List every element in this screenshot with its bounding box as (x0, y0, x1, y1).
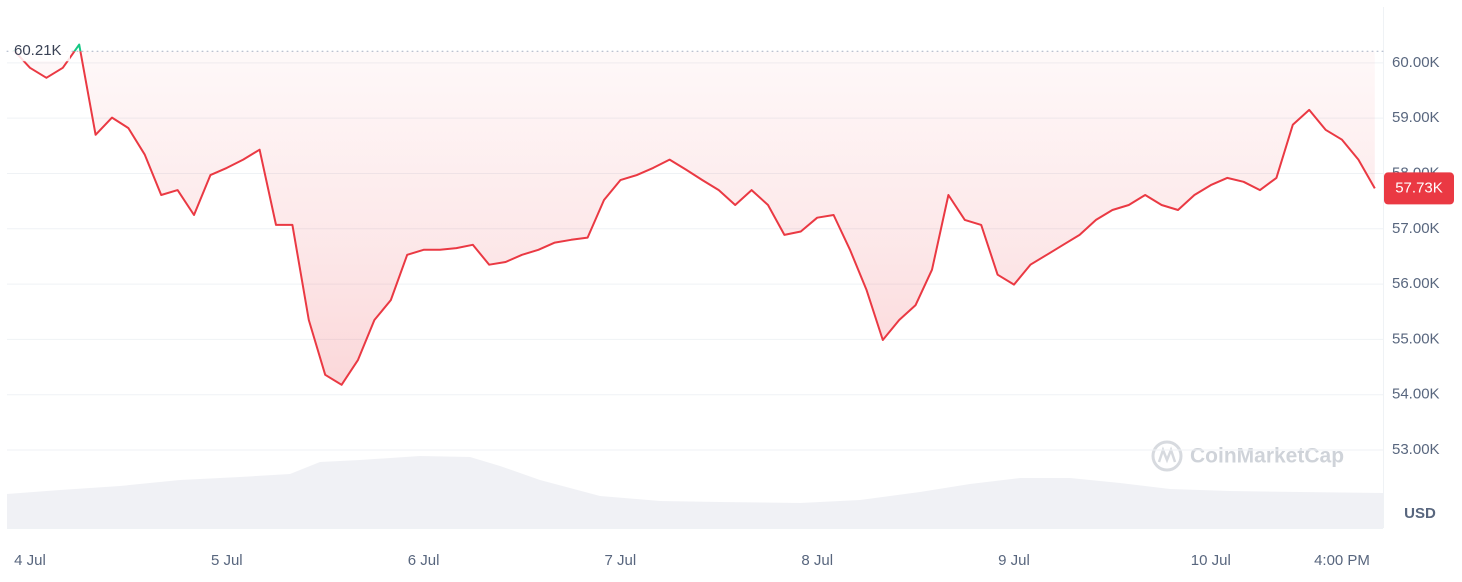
y-tick-label: 54.00K (1392, 386, 1440, 403)
watermark: CoinMarketCap (1151, 440, 1344, 472)
price-line-down (13, 51, 1376, 386)
x-tick-label: 9 Jul (998, 552, 1030, 569)
watermark-logo-m (1157, 446, 1177, 464)
area-fill (13, 51, 1375, 385)
x-tick-label: 8 Jul (801, 552, 833, 569)
y-tick-label: 57.00K (1392, 220, 1440, 237)
y-tick-label: 60.00K (1392, 54, 1440, 71)
watermark-text: CoinMarketCap (1190, 445, 1344, 468)
x-tick-label: 4:00 PM (1314, 552, 1370, 569)
last-value-label: 57.73K (1395, 179, 1443, 196)
watermark-logo (1151, 440, 1183, 472)
last-value-box (1384, 172, 1454, 205)
baseline-label-bg (10, 41, 70, 62)
y-tick-label: 59.00K (1392, 109, 1440, 126)
y-axis-unit: USD (1404, 505, 1436, 522)
x-tick-label: 4 Jul (14, 552, 46, 569)
volume-area (7, 456, 1383, 528)
y-tick-label: 56.00K (1392, 275, 1440, 292)
baseline-label: 60.21K (14, 42, 62, 59)
x-tick-label: 6 Jul (408, 552, 440, 569)
y-tick-label: 53.00K (1392, 441, 1440, 458)
x-tick-label: 5 Jul (211, 552, 243, 569)
x-tick-label: 7 Jul (605, 552, 637, 569)
y-tick-label: 55.00K (1392, 330, 1440, 347)
x-tick-label: 10 Jul (1191, 552, 1231, 569)
